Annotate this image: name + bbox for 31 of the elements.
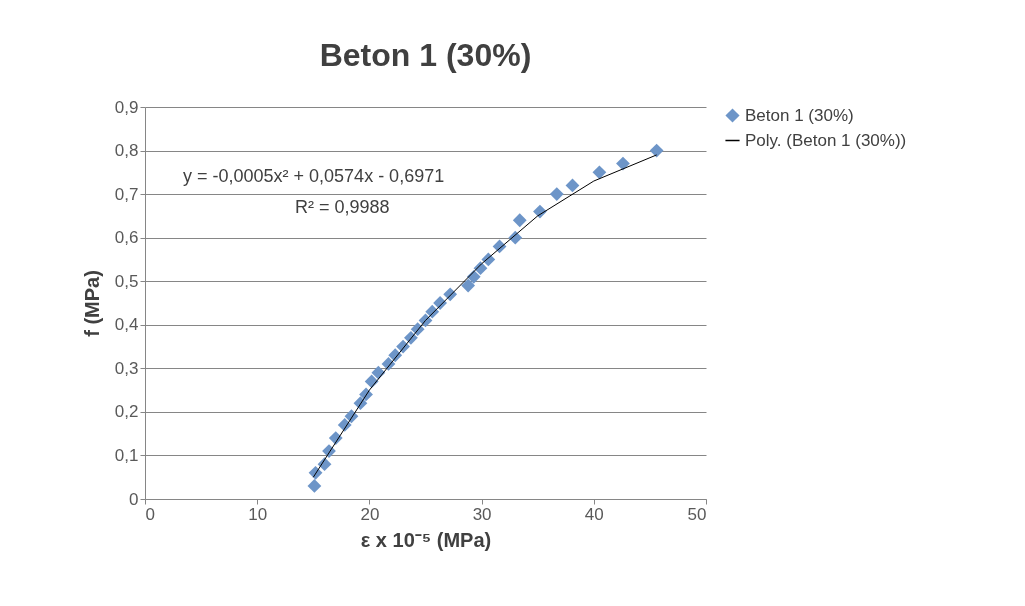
- point: [616, 156, 630, 171]
- legend-label: Poly. (Beton 1 (30%)): [745, 130, 907, 150]
- y-tick-label: 0,2: [114, 402, 139, 422]
- y-tick-label: 0,7: [114, 184, 139, 204]
- y-tick-label: 0,8: [114, 141, 139, 161]
- y-tick-label: 0,6: [114, 228, 139, 248]
- x-tick-label: 30: [472, 504, 492, 524]
- y-tick-label: 0,9: [114, 97, 139, 117]
- annotation: y = -0,0005x² + 0,0574x - 0,6971: [183, 166, 445, 186]
- y-axis-title: f (MPa): [80, 270, 103, 337]
- annotation: R² = 0,9988: [295, 197, 390, 217]
- x-tick-label: 50: [687, 504, 707, 524]
- x-tick-label: 20: [360, 504, 380, 524]
- point: [592, 165, 607, 180]
- point: [461, 278, 476, 293]
- x-axis-title: ε x 10⁻⁵ (MPa): [360, 528, 492, 551]
- x-tick-label: 40: [584, 504, 604, 524]
- y-tick-label: 0,1: [114, 445, 139, 465]
- point: [649, 143, 664, 158]
- y-tick-label: 0,3: [114, 358, 139, 378]
- point: [307, 479, 322, 493]
- y-tick-label: 0,4: [114, 315, 139, 335]
- point: [549, 187, 564, 201]
- x-tick-label: 0: [145, 504, 155, 524]
- y-tick-label: 0,5: [114, 271, 139, 291]
- x-tick-label: 10: [248, 504, 268, 524]
- point: [565, 178, 580, 193]
- chart-title: Beton 1 (30%): [319, 37, 532, 73]
- y-tick-label: 0: [129, 489, 139, 509]
- legend-label: Beton 1 (30%): [745, 105, 854, 125]
- point: [512, 213, 527, 228]
